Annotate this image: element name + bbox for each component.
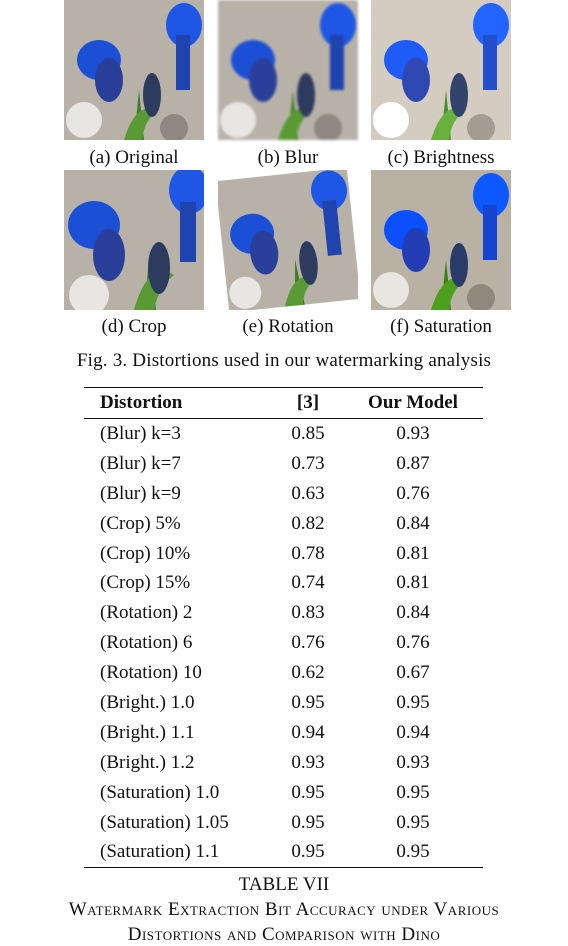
table-row: (Rotation) 10 0.62 0.67	[84, 658, 483, 688]
caption-crop: (d) Crop	[101, 316, 167, 337]
table-row: (Rotation) 2 0.83 0.84	[84, 598, 483, 628]
figure-caption: Fig. 3. Distortions used in our watermar…	[76, 350, 492, 371]
flower-photo	[371, 0, 511, 140]
flower-photo	[64, 170, 204, 310]
flower-photo	[218, 170, 358, 310]
image-blur	[218, 0, 358, 140]
table-row: (Bright.) 1.0 0.95 0.95	[84, 688, 483, 718]
cell-our-model: 0.95	[396, 811, 430, 833]
cell-ref3: 0.95	[291, 781, 325, 803]
image-original	[64, 0, 204, 140]
cell-ref3: 0.82	[291, 512, 325, 534]
header-our-model: Our Model	[368, 392, 458, 413]
header-ref3: [3]	[296, 392, 320, 413]
header-distortion: Distortion	[100, 392, 183, 413]
cell-our-model: 0.95	[396, 691, 430, 713]
caption-blur: (b) Blur	[257, 147, 319, 168]
cell-distortion: (Blur) k=7	[100, 452, 181, 474]
table-row: (Rotation) 6 0.76 0.76	[84, 628, 483, 658]
caption-brightness: (c) Brightness	[387, 147, 495, 168]
image-saturation	[371, 170, 511, 310]
cell-ref3: 0.93	[291, 751, 325, 773]
table-row: (Blur) k=3 0.85 0.93	[84, 419, 483, 449]
cell-our-model: 0.95	[396, 781, 430, 803]
cell-ref3: 0.76	[291, 632, 325, 654]
table-row: (Blur) k=7 0.73 0.87	[84, 449, 483, 479]
cell-ref3: 0.63	[291, 482, 325, 504]
cell-ref3: 0.85	[291, 422, 325, 444]
caption-saturation: (f) Saturation	[390, 316, 492, 337]
caption-rotation: (e) Rotation	[242, 316, 334, 337]
table-caption-line2: Distortions and Comparison with Dino	[127, 924, 441, 945]
cell-distortion: (Bright.) 1.1	[100, 721, 195, 743]
cell-ref3: 0.94	[291, 721, 325, 743]
cell-distortion: (Saturation) 1.05	[100, 811, 229, 833]
cell-distortion: (Rotation) 10	[100, 662, 202, 684]
cell-our-model: 0.81	[396, 542, 430, 564]
cell-our-model: 0.84	[396, 512, 430, 534]
cell-our-model: 0.93	[396, 422, 430, 444]
table-row: (Bright.) 1.2 0.93 0.93	[84, 748, 483, 778]
table-row: (Crop) 15% 0.74 0.81	[84, 568, 483, 598]
cell-ref3: 0.95	[291, 691, 325, 713]
cell-distortion: (Crop) 15%	[100, 572, 191, 594]
image-rotation	[218, 170, 358, 310]
cell-distortion: (Blur) k=9	[100, 482, 181, 504]
cell-distortion: (Bright.) 1.0	[100, 691, 195, 713]
cell-distortion: (Blur) k=3	[100, 422, 181, 444]
cell-distortion: (Crop) 10%	[100, 542, 191, 564]
cell-ref3: 0.83	[291, 602, 325, 624]
cell-our-model: 0.76	[396, 482, 430, 504]
flower-photo	[218, 0, 358, 140]
caption-original: (a) Original	[89, 147, 179, 168]
cell-our-model: 0.95	[396, 841, 430, 863]
cell-distortion: (Rotation) 6	[100, 632, 193, 654]
cell-distortion: (Crop) 5%	[100, 512, 181, 534]
cell-ref3: 0.62	[291, 662, 325, 684]
cell-our-model: 0.93	[396, 751, 430, 773]
flower-photo	[64, 0, 204, 140]
table-row: (Bright.) 1.1 0.94 0.94	[84, 718, 483, 748]
cell-our-model: 0.67	[396, 662, 430, 684]
cell-distortion: (Saturation) 1.1	[100, 841, 220, 863]
cell-ref3: 0.74	[291, 572, 325, 594]
cell-ref3: 0.78	[291, 542, 325, 564]
cell-ref3: 0.73	[291, 452, 325, 474]
cell-distortion: (Saturation) 1.0	[100, 781, 220, 803]
cell-ref3: 0.95	[291, 811, 325, 833]
table-row: (Saturation) 1.05 0.95 0.95	[84, 808, 483, 838]
cell-distortion: (Rotation) 2	[100, 602, 193, 624]
table-caption-line1: Watermark Extraction Bit Accuracy under …	[68, 899, 500, 920]
table-header-row: Distortion [3] Our Model	[84, 387, 483, 419]
flower-photo	[371, 170, 511, 310]
table-row: (Saturation) 1.0 0.95 0.95	[84, 778, 483, 808]
cell-our-model: 0.81	[396, 572, 430, 594]
results-table: Distortion [3] Our Model (Blur) k=3 0.85 0…	[84, 387, 483, 868]
table-row: (Blur) k=9 0.63 0.76	[84, 479, 483, 509]
cell-our-model: 0.94	[396, 721, 430, 743]
table-row: (Crop) 5% 0.82 0.84	[84, 509, 483, 539]
image-crop	[64, 170, 204, 310]
cell-our-model: 0.84	[396, 602, 430, 624]
image-brightness	[371, 0, 511, 140]
cell-distortion: (Bright.) 1.2	[100, 751, 195, 773]
table-row: (Saturation) 1.1 0.95 0.95	[84, 837, 483, 868]
table-title: TABLE VII	[238, 874, 330, 895]
cell-ref3: 0.95	[291, 841, 325, 863]
cell-our-model: 0.76	[396, 632, 430, 654]
table-row: (Crop) 10% 0.78 0.81	[84, 539, 483, 569]
cell-our-model: 0.87	[396, 452, 430, 474]
